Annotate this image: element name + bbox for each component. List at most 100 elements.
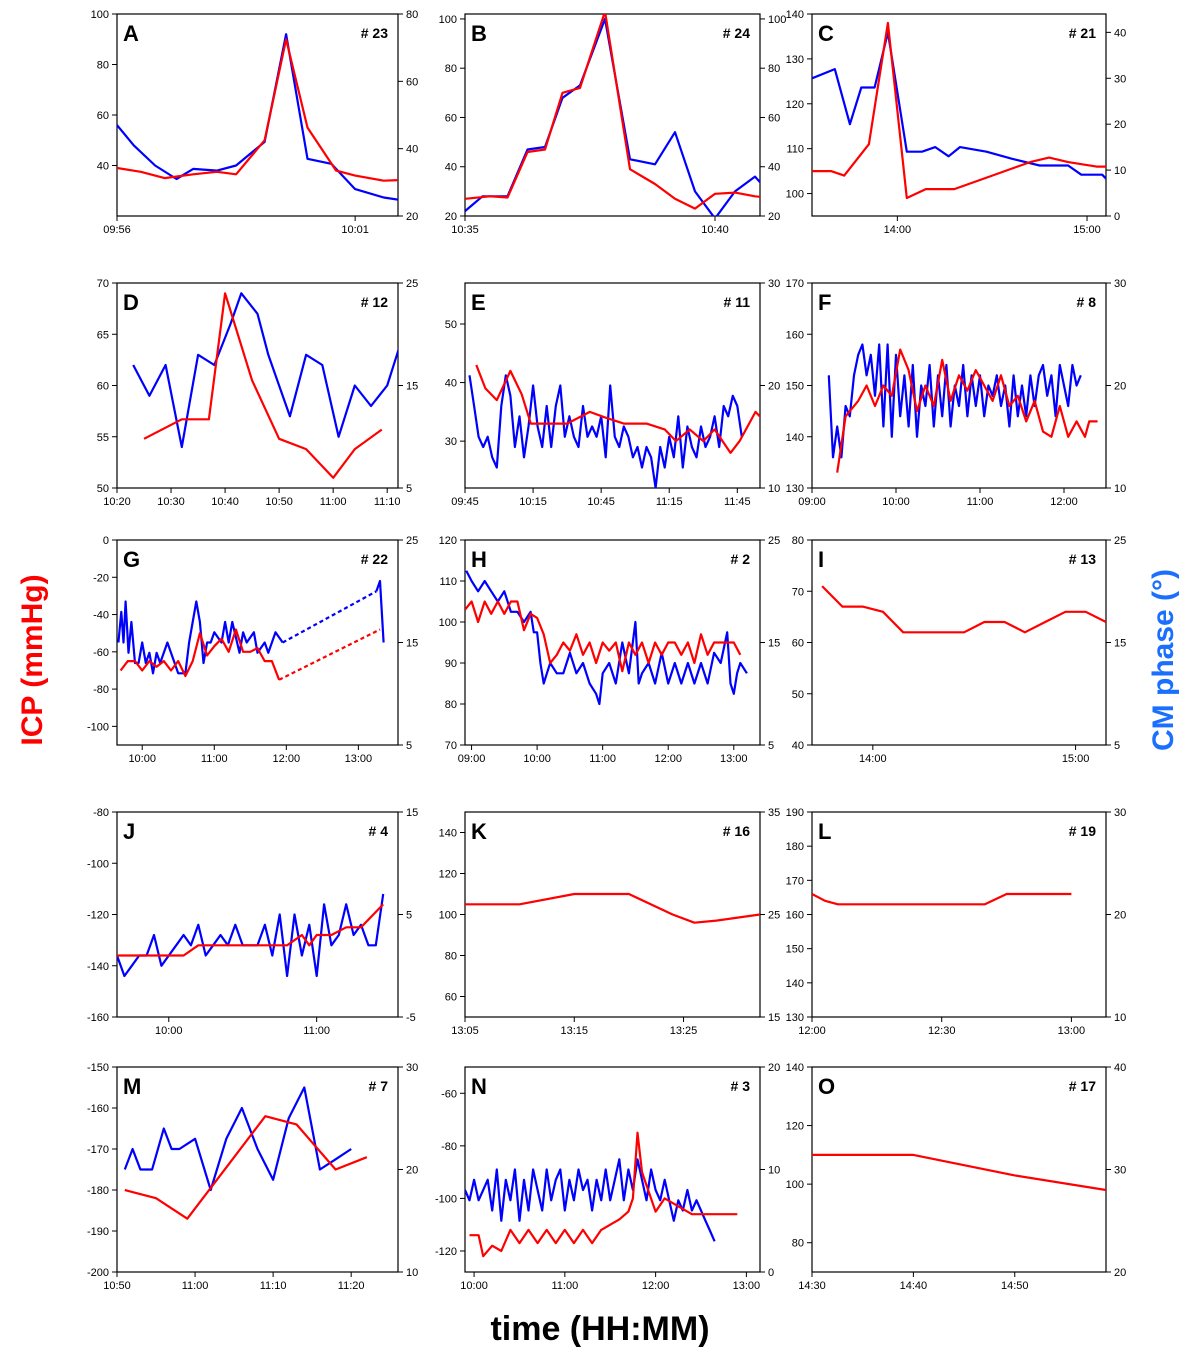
left-tick-label: -190 [87,1226,109,1238]
panel-g: -100 -80 -60 -40 -20 0 5 15 25 10:00 11:00 12:00 13:… [87,535,418,765]
left-tick-label: -80 [441,1141,457,1153]
left-tick-label: -180 [87,1185,109,1197]
right-tick-label: 20 [768,1062,780,1074]
panel-letter: A [123,21,139,46]
x-tick-label: 11:10 [260,1280,287,1292]
patient-id: # 16 [723,823,750,839]
x-tick-label: 11:00 [201,753,228,765]
panel-e: 30 40 50 10 20 30 09:45 10:15 10:45 11:15 11:45 E # … [445,278,781,508]
left-tick-label: 50 [97,483,109,495]
x-tick-label: 13:00 [345,753,373,765]
y-axis-left-label: ICP (mmHg) [16,574,49,745]
left-tick-label: -170 [87,1144,109,1156]
x-tick-label: 10:00 [155,1025,183,1037]
right-tick-label: 20 [406,211,418,223]
x-tick-label: 12:00 [798,1025,826,1037]
right-tick-label: 40 [768,162,780,174]
panel-letter: M [123,1074,141,1099]
x-tick-label: 13:00 [1058,1025,1086,1037]
right-tick-label: 30 [1114,73,1126,85]
panel-f: 130 140 150 160 170 10 20 30 09:00 10:00 11:00 12:0… [786,278,1127,508]
x-tick-label: 11:00 [551,1280,578,1292]
x-tick-label: 11:00 [182,1280,209,1292]
panel-c: 100 110 120 130 140 0 10 20 30 40 14:00 15:00 C # 21 [786,9,1127,236]
x-tick-label: 10:15 [519,496,547,508]
left-tick-label: 80 [792,1238,804,1250]
right-tick-label: 10 [406,1267,418,1279]
left-tick-label: 20 [445,211,457,223]
left-tick-label: 80 [97,60,109,72]
patient-id: # 13 [1069,551,1096,567]
left-tick-label: 120 [439,535,457,547]
patient-id: # 19 [1069,823,1096,839]
left-tick-label: 70 [792,586,804,598]
icp-line [821,585,1106,634]
panel-letter: C [818,21,834,46]
left-tick-label: 60 [445,112,457,124]
cm-phase-dashed-line [282,590,377,644]
left-tick-label: 150 [786,944,804,956]
icp-line [117,903,384,957]
left-tick-label: 80 [445,951,457,963]
cm-phase-line [465,570,748,706]
x-tick-label: 11:10 [374,496,401,508]
left-tick-label: 130 [786,54,804,66]
right-tick-label: 5 [406,483,412,495]
left-tick-label: 30 [445,436,457,448]
panel-i: 40 50 60 70 80 5 15 25 14:00 15:00 I # 13 [792,535,1127,765]
plot-frame [464,1066,761,1273]
x-tick-label: 14:50 [1001,1280,1029,1292]
left-tick-label: 110 [786,144,804,156]
right-tick-label: 25 [1114,535,1126,547]
left-tick-label: 160 [786,910,804,922]
icp-line [119,628,281,681]
patient-id: # 3 [731,1078,751,1094]
panel-letter: L [818,819,831,844]
x-tick-label: 12:00 [1050,496,1078,508]
right-tick-label: 5 [768,740,774,752]
left-tick-label: 50 [792,689,804,701]
icp-line [465,14,760,210]
right-tick-label: 20 [1114,910,1126,922]
x-tick-label: 13:05 [451,1025,479,1037]
x-tick-label: 12:00 [273,753,301,765]
x-tick-label: 12:00 [654,753,682,765]
left-tick-label: 160 [786,329,804,341]
right-tick-label: 40 [1114,1062,1126,1074]
cm-phase-line [132,292,398,449]
plot-frame [811,539,1107,746]
right-tick-label: 20 [768,211,780,223]
panel-j: -160 -140 -120 -100 -80 -5 5 15 10:00 11:00 J # 4 [87,807,418,1037]
panel-letter: F [818,290,831,315]
x-tick-label: 10:00 [523,753,551,765]
x-tick-label: 09:45 [451,496,479,508]
icp-line [475,364,760,454]
left-tick-label: 140 [439,828,457,840]
left-tick-label: 100 [786,189,804,201]
panel-letter: D [123,290,139,315]
icp-line [117,38,398,182]
plot-frame [811,282,1107,489]
left-tick-label: 140 [786,9,804,21]
left-tick-label: 90 [445,658,457,670]
left-tick-label: -80 [93,684,109,696]
left-tick-label: 100 [91,9,109,21]
panel-letter: G [123,547,140,572]
right-tick-label: 10 [768,483,780,495]
cm-phase-line [827,343,1082,459]
panel-n: -120 -100 -80 -60 0 10 20 10:00 11:00 12:00 13:00 N… [435,1062,780,1292]
x-tick-label: 10:00 [882,496,910,508]
panel-letter: B [471,21,487,46]
icp-dashed-line [278,628,381,681]
panel-b: 20 40 60 80 100 20 40 60 80 100 10:35 10:40 B # 24 [439,13,786,236]
patient-id: # 7 [369,1078,389,1094]
left-tick-label: 190 [786,807,804,819]
x-tick-label: 10:20 [103,496,131,508]
right-tick-label: 100 [768,14,786,26]
right-tick-label: 30 [768,278,780,290]
x-tick-label: 10:40 [211,496,239,508]
right-tick-label: 60 [406,76,418,88]
x-tick-label: 10:50 [265,496,293,508]
panel-letter: O [818,1074,835,1099]
left-tick-label: 0 [103,535,109,547]
